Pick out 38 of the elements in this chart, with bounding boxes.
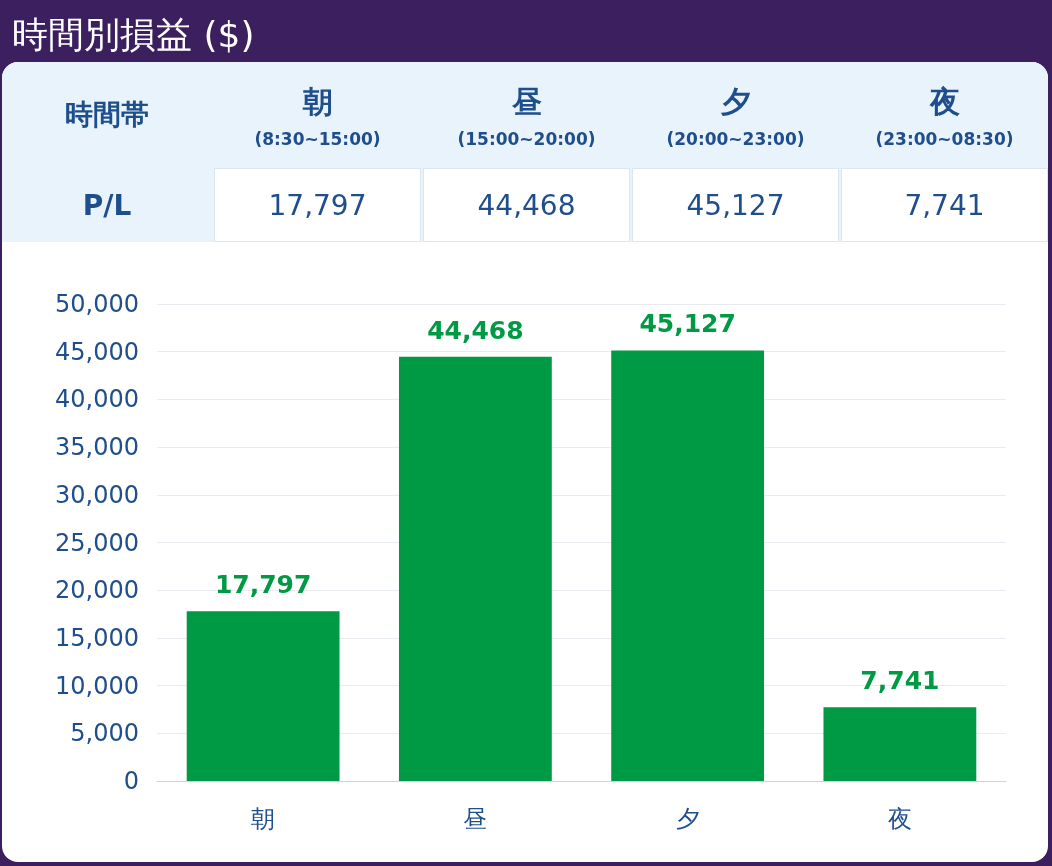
y-tick-label: 45,000 bbox=[55, 337, 139, 366]
x-tick-label: 夕 bbox=[675, 805, 700, 833]
x-tick-label: 朝 bbox=[251, 805, 276, 833]
y-tick-label: 0 bbox=[123, 767, 139, 795]
y-tick-label: 15,000 bbox=[55, 623, 139, 652]
text: (20:00~23:00) bbox=[666, 128, 805, 149]
y-tick-label: 10,000 bbox=[55, 671, 139, 700]
x-tick-label: 夜 bbox=[887, 805, 912, 833]
y-tick-label: 30,000 bbox=[55, 480, 139, 509]
table-cell: 44,468 bbox=[423, 168, 630, 242]
text: (8:30~15:00) bbox=[254, 128, 381, 149]
bar bbox=[398, 356, 552, 781]
category-label: 夜 bbox=[929, 83, 960, 119]
category-label: 夕 bbox=[720, 83, 751, 119]
text: 17,797 bbox=[214, 570, 312, 600]
y-tick-label: 50,000 bbox=[55, 290, 139, 318]
text: 時間帯 bbox=[64, 97, 150, 133]
category-label: 昼 bbox=[511, 83, 542, 119]
bar bbox=[186, 611, 340, 781]
bar bbox=[823, 707, 977, 781]
y-tick-label: 35,000 bbox=[55, 433, 139, 462]
y-tick-label: 5,000 bbox=[70, 719, 139, 748]
bar bbox=[611, 350, 765, 781]
table-cell: 17,797 bbox=[214, 168, 421, 242]
chart-title: 時間別損益 ($) bbox=[12, 13, 255, 57]
text: (23:00~08:30) bbox=[875, 128, 1014, 149]
y-tick-label: 25,000 bbox=[55, 528, 139, 557]
y-tick-label: 20,000 bbox=[55, 576, 139, 605]
table-cell: 45,127 bbox=[632, 168, 839, 242]
text: 44,468 bbox=[427, 315, 524, 345]
text: (15:00~20:00) bbox=[457, 128, 596, 149]
table-cell: 7,741 bbox=[841, 168, 1048, 242]
y-tick-label: 40,000 bbox=[55, 385, 139, 414]
category-label: 朝 bbox=[302, 83, 333, 119]
text: P/L bbox=[81, 187, 133, 224]
text: 45,127 bbox=[639, 309, 736, 339]
x-tick-label: 昼 bbox=[463, 805, 488, 833]
text: 7,741 bbox=[860, 666, 940, 696]
